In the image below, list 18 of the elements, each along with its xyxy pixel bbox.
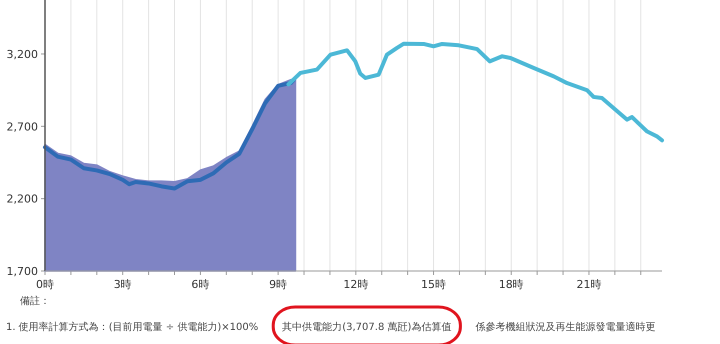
x-tick-label: 3時 (114, 278, 132, 291)
x-tick-label: 0時 (36, 278, 54, 291)
y-tick-label: 2,700 (6, 120, 38, 134)
x-tick-label: 15時 (421, 278, 446, 291)
line-series (286, 42, 664, 142)
x-tick-label: 12時 (343, 278, 368, 291)
y-tick-label: 3,200 (6, 48, 38, 61)
x-tick-label: 6時 (191, 278, 210, 291)
text: 1. 使用率計算方式為：(目前用電量 ÷ 供電能力)×100% (6, 321, 258, 333)
line-series (43, 78, 296, 191)
text: 其中供電能力(3,707.8 萬瓩)為估算值 (282, 321, 452, 333)
text: 係參考機組狀況及再生能源發電量適時更 (475, 321, 656, 333)
y-tick-label: 2,200 (6, 192, 38, 206)
x-tick-label: 18時 (498, 278, 524, 291)
x-tick-label: 9時 (269, 278, 288, 291)
text: 備註： (20, 295, 50, 307)
y-tick-label: 1,700 (6, 265, 38, 278)
x-tick-label: 21時 (576, 278, 602, 291)
